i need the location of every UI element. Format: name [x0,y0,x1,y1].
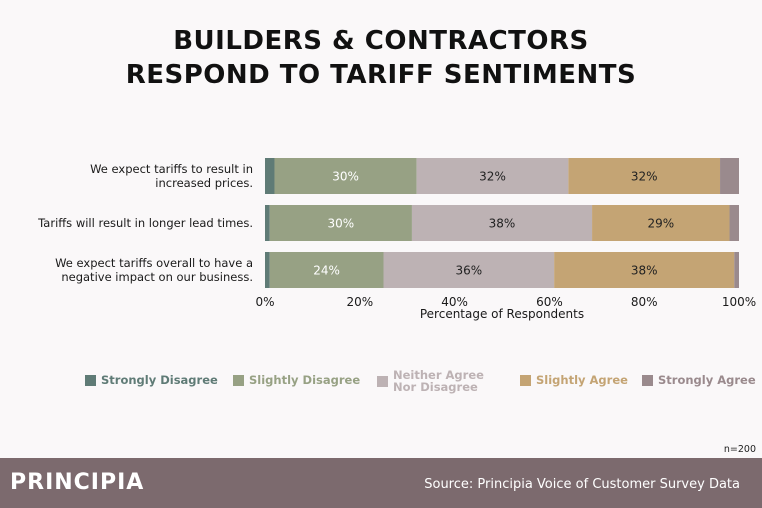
legend-label-neither-line-1: Neither Agree [393,368,484,382]
data-label-0-3: 32% [631,170,658,184]
x-tick-label-4: 80% [631,295,658,309]
bar-segment-2-4 [734,252,739,288]
bar-segment-1-1 [269,205,412,241]
category-label-2-line-1: negative impact on our business. [61,270,253,284]
bar-segment-0-1 [274,158,417,194]
bar-segment-2-0 [265,252,270,288]
bar-segment-2-3 [554,252,735,288]
category-label-1-line-0: Tariffs will result in longer lead times… [37,216,253,230]
legend-item-strongly-disagree: Strongly Disagree [85,374,218,386]
bar-segment-1-3 [592,205,730,241]
legend-label-strongly-agree: Strongly Agree [658,373,756,387]
legend-item-strongly-agree: Strongly Agree [642,374,756,386]
chart-legend: Strongly Disagree Slightly Disagree Neit… [0,362,762,402]
category-label-0-line-0: We expect tariffs to result in [90,162,253,176]
data-label-2-1: 24% [313,264,340,278]
x-tick-label-3: 60% [536,295,563,309]
chart-title-line-1: BUILDERS & CONTRACTORS [173,26,589,56]
bar-segment-1-0 [265,205,270,241]
data-label-2-3: 38% [631,264,658,278]
legend-label-neither-line-2: Nor Disagree [393,380,478,394]
chart-title-line-2: RESPOND TO TARIFF SENTIMENTS [125,60,637,90]
x-tick-label-1: 20% [346,295,373,309]
x-tick-label-5: 100% [722,295,756,309]
bar-segment-1-2 [411,205,593,241]
legend-label-strongly-disagree: Strongly Disagree [101,373,218,387]
data-label-0-2: 32% [479,170,506,184]
bar-segment-0-3 [568,158,721,194]
x-axis-label: Percentage of Respondents [420,307,584,321]
legend-swatch-strongly-disagree [85,374,96,386]
data-label-1-1: 30% [328,217,355,231]
bar-segment-1-4 [729,205,739,241]
stacked-bar-chart: We expect tariffs to result inincreased … [37,158,756,321]
x-tick-label-0: 0% [255,295,274,309]
legend-item-slightly-disagree: Slightly Disagree [233,374,360,386]
bar-segment-0-0 [265,158,275,194]
legend-item-neither: Neither Agree Nor Disagree [377,369,493,393]
source-note: Source: Principia Voice of Customer Surv… [424,477,740,492]
bar-segment-2-2 [383,252,555,288]
data-label-2-2: 36% [455,264,482,278]
legend-label-slightly-disagree: Slightly Disagree [249,373,361,387]
legend-swatch-slightly-agree [520,374,531,386]
category-label-0-line-1: increased prices. [155,176,253,190]
brand-logo: PRINCIPIA [10,470,145,495]
bar-segment-2-1 [269,252,384,288]
footer-bar: PRINCIPIA Source: Principia Voice of Cus… [0,458,762,508]
sample-size-note: n=200 [723,444,756,455]
data-label-1-3: 29% [647,217,674,231]
data-label-1-2: 38% [489,217,516,231]
legend-swatch-neither [377,375,388,387]
legend-label-slightly-agree: Slightly Agree [536,373,628,387]
category-label-2-line-0: We expect tariffs overall to have a [55,256,253,270]
legend-label-neither: Neither Agree Nor Disagree [393,369,493,393]
legend-item-slightly-agree: Slightly Agree [520,374,628,386]
bar-segment-0-4 [720,158,739,194]
legend-swatch-slightly-disagree [233,374,244,386]
chart-title: BUILDERS & CONTRACTORS RESPOND TO TARIFF… [0,24,762,92]
data-label-0-1: 30% [332,170,359,184]
bar-segment-0-2 [416,158,569,194]
legend-swatch-strongly-agree [642,374,653,386]
x-tick-label-2: 40% [441,295,468,309]
